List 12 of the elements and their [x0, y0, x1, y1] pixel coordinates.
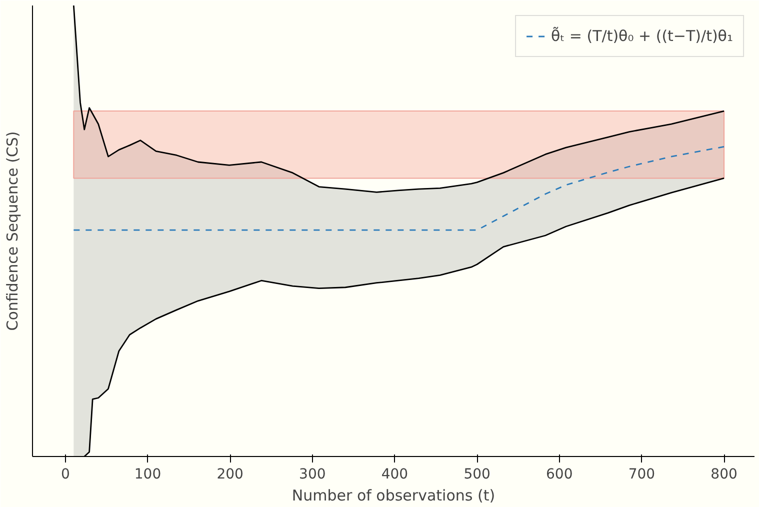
x-tick-label: 500: [464, 466, 490, 482]
x-tick-label: 100: [134, 466, 162, 482]
y-axis-title: Confidence Sequence (CS): [4, 131, 22, 331]
x-tick-label: 800: [710, 466, 738, 482]
x-tick-label: 0: [60, 466, 70, 482]
x-axis-title: Number of observations (t): [292, 486, 496, 504]
x-tick-label: 600: [546, 466, 573, 482]
x-tick-label: 700: [628, 466, 656, 482]
x-tick-label: 300: [299, 466, 326, 482]
x-tick-label: 200: [216, 466, 244, 482]
legend-label: θ̃ₜ = (T/t)θ₀ + ((t−T)/t)θ₁: [551, 27, 733, 45]
x-tick-label: 400: [381, 466, 408, 482]
